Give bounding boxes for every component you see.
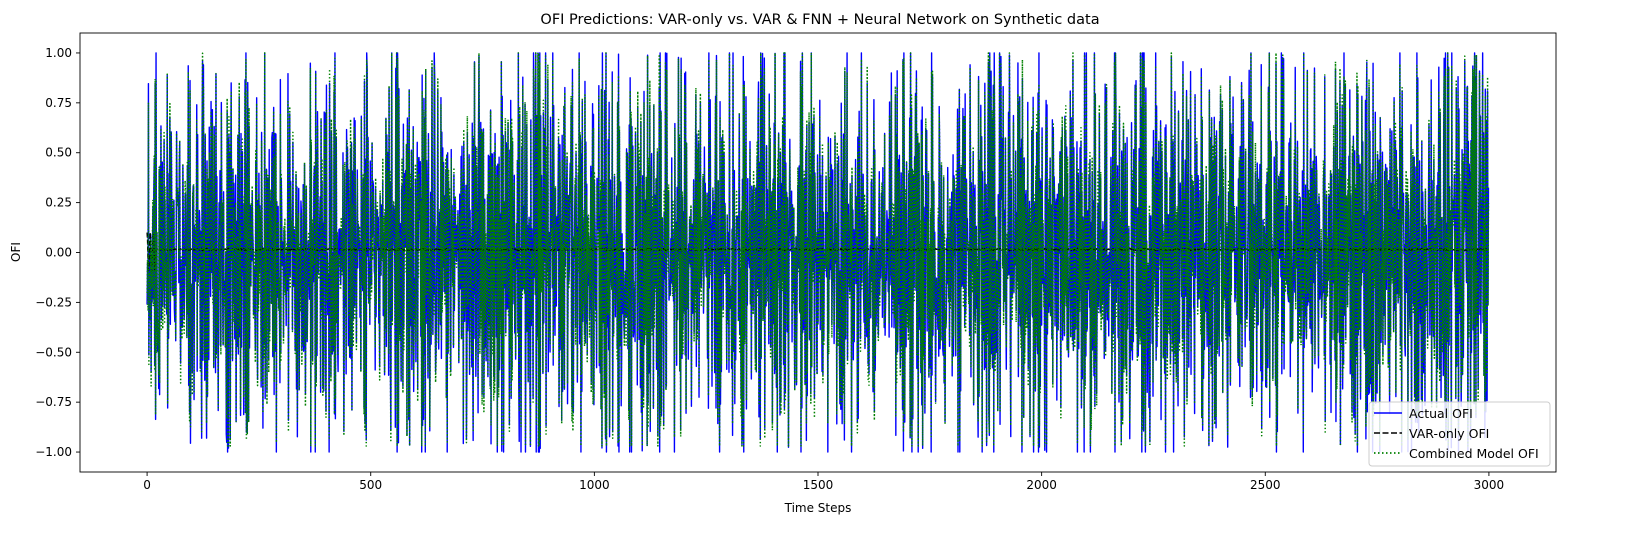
y-tick-label: −1.00 (35, 445, 72, 459)
series-layer (146, 52, 1490, 453)
x-tick-label: 1000 (579, 478, 610, 492)
x-tick-label: 500 (359, 478, 382, 492)
chart-title: OFI Predictions: VAR-only vs. VAR & FNN … (540, 12, 1099, 28)
y-axis: −1.00 −0.75 −0.50 −0.25 0.00 0.25 0.50 0.75 1.00 (35, 46, 80, 459)
series-combined-model-ofi-line (146, 52, 1490, 447)
y-tick-label: 0.00 (45, 246, 72, 260)
x-tick-label: 3000 (1474, 478, 1505, 492)
x-axis: 0 500 1000 1500 2000 2500 3000 (143, 472, 1504, 492)
y-tick-label: −0.50 (35, 345, 72, 359)
legend-label-combined: Combined Model OFI (1409, 446, 1539, 461)
y-tick-label: −0.25 (35, 295, 72, 309)
legend-label-var: VAR-only OFI (1409, 426, 1489, 441)
x-tick-label: 2000 (1026, 478, 1057, 492)
y-tick-label: 1.00 (45, 46, 72, 60)
y-axis-title: OFI (9, 242, 23, 262)
y-tick-label: 0.50 (45, 146, 72, 160)
legend: Actual OFI VAR-only OFI Combined Model O… (1368, 401, 1551, 467)
y-tick-label: −0.75 (35, 395, 72, 409)
x-tick-label: 2500 (1250, 478, 1281, 492)
y-tick-label: 0.25 (45, 196, 72, 210)
x-tick-label: 1500 (803, 478, 834, 492)
x-tick-label: 0 (143, 478, 151, 492)
y-tick-label: 0.75 (45, 96, 72, 110)
x-axis-title: Time Steps (784, 501, 852, 515)
legend-box (1368, 401, 1551, 467)
legend-label-actual: Actual OFI (1409, 406, 1473, 421)
